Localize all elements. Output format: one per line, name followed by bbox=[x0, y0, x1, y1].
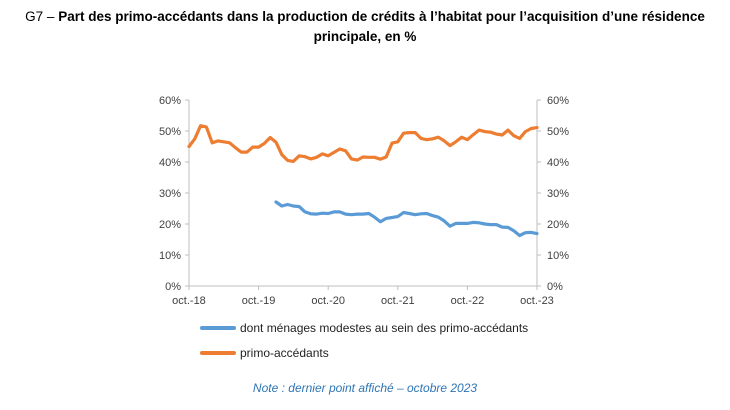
x-tick-label: oct.-21 bbox=[381, 295, 415, 307]
y-tick-label-right: 20% bbox=[547, 219, 569, 231]
x-tick-label: oct.-22 bbox=[451, 295, 485, 307]
y-tick-label-left: 50% bbox=[159, 126, 181, 138]
legend-label-primo: primo-accédants bbox=[240, 346, 329, 360]
chart-title-text: Part des primo-accédants dans la product… bbox=[58, 9, 705, 44]
y-tick-label-right: 10% bbox=[547, 250, 569, 262]
legend-swatch-orange bbox=[200, 351, 236, 355]
y-tick-label-right: 40% bbox=[547, 157, 569, 169]
legend-swatch-blue bbox=[200, 326, 236, 330]
y-tick-label-left: 30% bbox=[159, 188, 181, 200]
y-tick-label-right: 0% bbox=[547, 281, 563, 293]
series-line-primo-accedants bbox=[187, 124, 539, 163]
y-tick-label-right: 30% bbox=[547, 188, 569, 200]
line-chart: 0% 0% 10% 10% 20% 20% 30% 30% 40% 40% 50% 50% 60% 60%… bbox=[159, 95, 569, 307]
x-tick-label: oct.-19 bbox=[242, 295, 276, 307]
x-tick-label: oct.-23 bbox=[520, 295, 554, 307]
legend-label-modestes: dont ménages modestes au sein des primo-… bbox=[240, 321, 529, 335]
x-tick-label: oct.-20 bbox=[311, 295, 345, 307]
chart-note: Note : dernier point affiché – octobre 2… bbox=[252, 381, 478, 395]
legend-item-primo: primo-accédants bbox=[200, 346, 329, 360]
chart-title-prefix: G7 – bbox=[25, 9, 59, 24]
y-tick-label-left: 0% bbox=[165, 281, 181, 293]
y-tick-label-right: 50% bbox=[547, 126, 569, 138]
series-line-modestes bbox=[274, 200, 539, 238]
x-tick-label: oct.-18 bbox=[172, 295, 206, 307]
chart-title: G7 – Part des primo-accédants dans la pr… bbox=[0, 7, 730, 47]
legend-item-modestes: dont ménages modestes au sein des primo-… bbox=[200, 321, 528, 335]
y-tick-label-right: 60% bbox=[547, 95, 569, 107]
y-tick-label-left: 20% bbox=[159, 219, 181, 231]
y-tick-label-left: 60% bbox=[159, 95, 181, 107]
y-tick-label-left: 40% bbox=[159, 157, 181, 169]
y-tick-label-left: 10% bbox=[159, 250, 181, 262]
